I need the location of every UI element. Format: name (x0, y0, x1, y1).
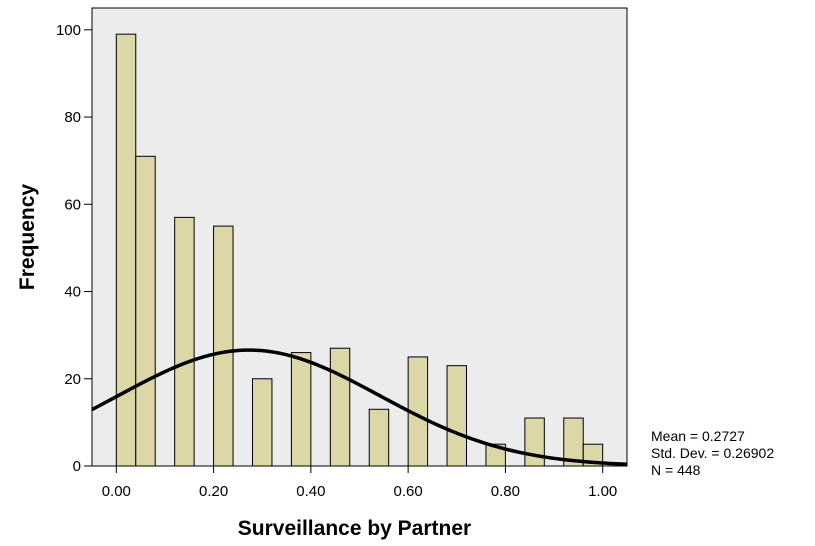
histogram-bar (174, 216, 195, 467)
y-axis-title: Frequency (16, 184, 39, 291)
y-axis: 0 20 40 60 80 100 (56, 22, 92, 475)
y-tick-label: 20 (64, 371, 81, 388)
histogram-bar (252, 378, 273, 467)
x-axis-title: Surveillance by Partner (238, 517, 471, 540)
x-tick-label: 1.00 (588, 483, 617, 500)
x-axis: 0.00 0.20 0.40 0.60 0.80 1.00 (102, 466, 617, 500)
histogram-bar (524, 417, 545, 467)
stats-n: N = 448 (651, 462, 701, 478)
histogram-bar (135, 155, 156, 467)
x-tick-label: 0.80 (491, 483, 520, 500)
y-tick-label: 0 (73, 458, 81, 475)
histogram-bar (446, 365, 467, 467)
histogram-bar (368, 408, 390, 467)
x-tick-label: 0.60 (394, 483, 423, 500)
histogram-bar (329, 347, 351, 467)
histogram-bar (563, 417, 584, 467)
y-tick-label: 40 (64, 284, 81, 301)
y-tick-label: 60 (64, 196, 81, 213)
stats-std-dev: Std. Dev. = 0.26902 (651, 445, 775, 461)
histogram-bar (485, 443, 506, 467)
plot-area (91, 7, 628, 467)
histogram-bar (213, 225, 234, 467)
x-tick-label: 0.00 (102, 483, 131, 500)
x-tick-label: 0.20 (199, 483, 228, 500)
bars-group (115, 33, 604, 467)
stats-mean: Mean = 0.2727 (651, 428, 745, 444)
y-tick-label: 80 (64, 109, 81, 126)
histogram-bar (115, 33, 137, 467)
stats-box: Mean = 0.2727 Std. Dev. = 0.26902 N = 44… (651, 428, 774, 479)
normal-curve (91, 348, 628, 466)
x-tick-label: 0.40 (296, 483, 325, 500)
y-tick-label: 100 (56, 22, 81, 39)
histogram-bar (290, 352, 312, 467)
